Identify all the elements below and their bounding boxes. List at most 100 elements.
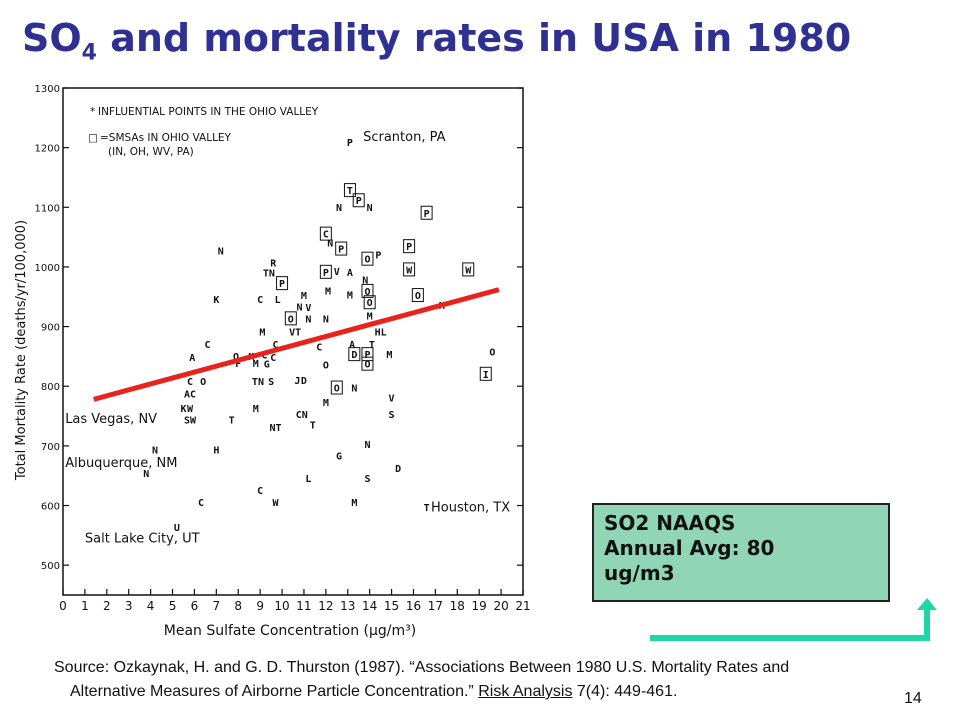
data-point: C — [323, 230, 329, 241]
data-point: P — [338, 245, 344, 256]
x-tick-label: 1 — [81, 599, 89, 613]
data-point: A — [347, 268, 353, 279]
data-point: W — [272, 498, 279, 509]
x-tick-label: 15 — [384, 599, 399, 613]
data-point: T — [369, 340, 375, 351]
data-point: F — [235, 359, 241, 370]
data-point: M — [259, 327, 265, 338]
smsa-box — [361, 251, 374, 266]
source-label: Source: — [54, 659, 110, 676]
data-point: P — [323, 268, 329, 279]
source-volume: 7 — [572, 683, 586, 700]
data-point: D — [351, 350, 357, 361]
y-tick-label: 1100 — [35, 203, 60, 214]
data-point: G — [336, 452, 342, 463]
data-point: NT — [269, 423, 281, 434]
y-tick-label: 500 — [41, 561, 60, 572]
data-point: C — [205, 340, 211, 351]
smsa-box — [361, 356, 374, 371]
data-point: C — [262, 351, 268, 362]
data-point: S — [389, 410, 395, 421]
city-annotations: Scranton, PA Las Vegas, NV Albuquerque, NM… — [65, 130, 510, 546]
data-point: V — [389, 394, 395, 405]
x-tick-label: 8 — [234, 599, 242, 613]
x-tick-label: 10 — [274, 599, 289, 613]
legend: * INFLUENTIAL POINTS IN THE OHIO VALLEY … — [88, 106, 319, 158]
data-point: O — [323, 360, 329, 371]
naaqs-title: SO2 NAAQS — [604, 511, 736, 535]
legend-entry-influential: INFLUENTIAL POINTS IN THE OHIO VALLEY — [98, 106, 319, 118]
x-axis-label: Mean Sulfate Concentration (μg/m³) — [164, 623, 416, 639]
data-point: O — [288, 314, 294, 325]
data-point: O — [367, 298, 373, 309]
data-point: O — [415, 291, 421, 302]
page-number: 14 — [904, 690, 922, 707]
x-tick-label: 14 — [362, 599, 377, 613]
city-label: Houston, TX — [431, 500, 510, 515]
data-point: O — [200, 377, 206, 388]
data-point: O — [233, 352, 239, 363]
y-tick-label: 800 — [41, 382, 60, 393]
x-tick-label: 4 — [147, 599, 155, 613]
y-tick-label: 1000 — [35, 263, 60, 274]
y-tick-label: 1300 — [35, 84, 60, 95]
y-tick-label: 900 — [41, 323, 60, 334]
data-point: P — [406, 242, 412, 253]
x-tick-label: 13 — [340, 599, 355, 613]
data-point: M — [323, 398, 329, 409]
x-axis: 0 1 2 3 4 5 6 7 8 9 10 11 12 13 14 15 16 17 18 19 20 21 — [59, 589, 531, 613]
x-tick-label: 20 — [493, 599, 508, 613]
data-point: N — [152, 446, 158, 457]
smsa-box — [479, 366, 492, 381]
smsa-box — [276, 276, 289, 291]
legend-symbol-influential: * — [90, 106, 95, 118]
data-point: O — [489, 348, 495, 359]
y-tick-label: 1200 — [35, 144, 60, 155]
data-point: W — [406, 265, 413, 276]
smsa-box — [462, 262, 475, 277]
city-label: Las Vegas, NV — [65, 412, 157, 427]
data-point: O — [364, 255, 370, 266]
data-point: P — [424, 209, 430, 220]
y-tick-label: 600 — [41, 502, 60, 513]
data-point: O — [364, 360, 370, 371]
data-point: N — [364, 440, 370, 451]
data-point: K — [180, 404, 186, 415]
data-point: SW — [184, 416, 197, 427]
smsa-box — [330, 380, 343, 395]
smsa-box — [361, 347, 374, 362]
x-tick-label: 0 — [59, 599, 67, 613]
data-point: O — [364, 287, 370, 298]
data-point: HL — [375, 327, 387, 338]
data-point: A — [349, 340, 355, 351]
data-point: C — [257, 295, 263, 306]
y-axis: 500 600 700 800 900 1000 1100 1200 1300 — [35, 84, 523, 572]
data-point: C — [187, 377, 193, 388]
data-point: N — [297, 302, 303, 313]
legend-entry-states: (IN, OH, WV, PA) — [108, 146, 194, 158]
data-point: M — [351, 498, 357, 509]
smsa-box — [403, 239, 416, 254]
legend-symbol-smsa: □ — [88, 132, 98, 144]
data-point: C — [198, 498, 204, 509]
data-point: AC — [184, 389, 196, 400]
data-point: CN — [296, 410, 308, 421]
smsa-box — [420, 205, 433, 220]
data-point: N — [143, 469, 149, 480]
y-axis-label: Total Mortality Rate (deaths/yr/100,000) — [14, 220, 29, 481]
data-point: N — [305, 314, 311, 325]
source-pages: (4): 449-461. — [585, 683, 678, 700]
data-point: L — [305, 474, 311, 485]
city-label: Salt Lake City, UT — [85, 532, 200, 547]
data-point: T — [347, 186, 353, 197]
plot-frame — [62, 87, 524, 596]
data-point: L — [275, 295, 281, 306]
city-label: Albuquerque, NM — [65, 456, 177, 471]
smsa-box — [319, 264, 332, 279]
data-points: PNTPNPCNPOPPNRTNPPVANWWKCLMMMOOONVONNMMM… — [143, 138, 495, 534]
smsa-box — [411, 288, 424, 303]
data-point: N — [336, 203, 342, 214]
naaqs-callout: SO2 NAAQS Annual Avg: 80 ug/m3 — [592, 503, 890, 602]
smsa-box — [343, 183, 356, 198]
